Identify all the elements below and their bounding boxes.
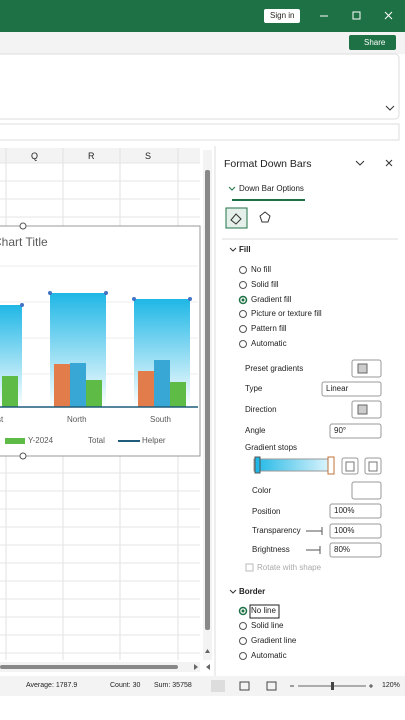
type-dropdown[interactable]: Linear xyxy=(326,384,349,393)
radio-label[interactable]: No fill xyxy=(251,265,272,274)
field-label: Brightness xyxy=(252,545,290,554)
field-label: Type xyxy=(245,384,263,393)
status-count: Count: 30 xyxy=(110,682,141,689)
field-label: Preset gradients xyxy=(245,364,304,373)
field-label: Gradient stops xyxy=(245,443,298,452)
status-sum: Sum: 35758 xyxy=(154,682,192,689)
share-button[interactable]: Share xyxy=(364,38,386,47)
column-header[interactable]: Q xyxy=(31,151,39,161)
radio-label[interactable]: Automatic xyxy=(251,651,287,660)
pane-title: Format Down Bars xyxy=(224,158,312,170)
chart-title[interactable]: Chart Title xyxy=(0,235,48,249)
field-label: Direction xyxy=(245,405,277,414)
radio-label[interactable]: No line xyxy=(251,606,276,615)
sign-in-button[interactable]: Sign in xyxy=(270,11,295,20)
field-label: Position xyxy=(252,507,281,516)
legend-entry: Total xyxy=(88,436,105,445)
category-label: st xyxy=(0,415,4,424)
status-average: Average: 1787.9 xyxy=(26,682,78,689)
radio-label[interactable]: Solid fill xyxy=(251,280,279,289)
section-heading[interactable]: Border xyxy=(239,587,266,596)
radio-label[interactable]: Picture or texture fill xyxy=(251,309,322,318)
field-label: Color xyxy=(252,486,272,495)
radio-label[interactable]: Gradient fill xyxy=(251,295,292,304)
angle-input[interactable]: 90° xyxy=(334,426,347,435)
legend-entry: Y-2024 xyxy=(28,436,54,445)
field-label: Angle xyxy=(245,426,266,435)
legend-entry: Helper xyxy=(142,436,166,445)
checkbox-label: Rotate with shape xyxy=(257,563,322,572)
pane-tab[interactable]: Down Bar Options xyxy=(239,184,304,193)
radio-label[interactable]: Automatic xyxy=(251,339,287,348)
section-heading[interactable]: Fill xyxy=(239,245,251,254)
radio-label[interactable]: Pattern fill xyxy=(251,324,287,333)
column-header[interactable]: S xyxy=(145,151,152,161)
radio-label[interactable]: Gradient line xyxy=(251,636,297,645)
radio-label[interactable]: Solid line xyxy=(251,621,284,630)
zoom-level[interactable]: 120% xyxy=(382,682,400,689)
column-header[interactable]: R xyxy=(88,151,95,161)
position-input[interactable]: 100% xyxy=(334,506,355,515)
field-label: Transparency xyxy=(252,526,301,535)
category-label: South xyxy=(150,415,171,424)
category-label: North xyxy=(67,415,87,424)
transparency-input[interactable]: 100% xyxy=(334,526,355,535)
brightness-input[interactable]: 80% xyxy=(334,545,351,554)
